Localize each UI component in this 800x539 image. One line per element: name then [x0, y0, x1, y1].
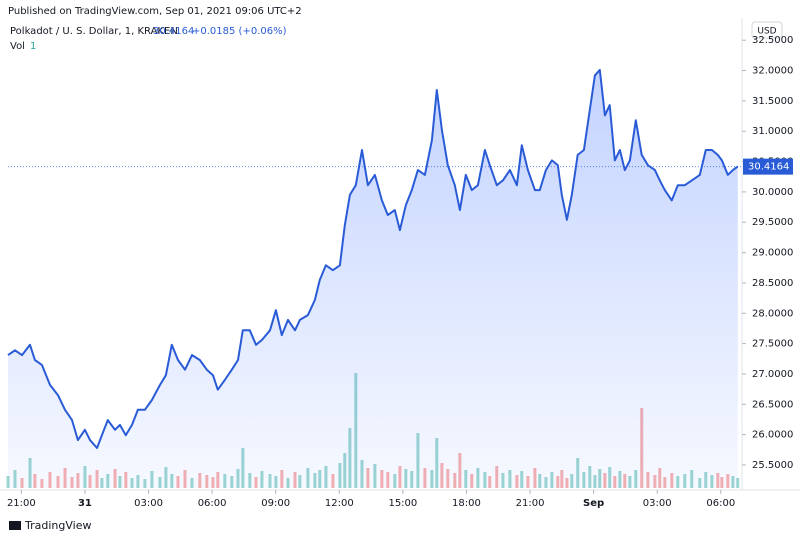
x-tick-label: Sep: [583, 498, 604, 509]
y-tick-label: 27.0000: [752, 369, 793, 380]
x-tick-label: 12:00: [325, 498, 354, 509]
y-tick-label: 25.5000: [752, 460, 793, 471]
price-line: [7, 68, 739, 449]
y-tick-label: 31.5000: [752, 96, 793, 107]
currency: USD: [757, 27, 776, 37]
price-area: [8, 69, 738, 489]
y-tick-label: 32.0000: [752, 66, 793, 77]
x-tick-label: 03:00: [134, 498, 163, 509]
last-price-tag-label: 30.4164: [748, 162, 789, 173]
y-tick-label: 26.0000: [752, 430, 793, 441]
x-tick-label: 06:00: [198, 498, 227, 509]
y-tick-label: 26.5000: [752, 399, 793, 410]
x-tick-label: 31: [78, 498, 92, 509]
x-tick-label: 15:00: [388, 498, 417, 509]
y-tick-label: 28.5000: [752, 278, 793, 289]
y-tick-label: 30.0000: [752, 187, 793, 198]
y-tick-label: 28.0000: [752, 308, 793, 319]
y-tick-label: 29.5000: [752, 217, 793, 228]
volume-label: Vol: [10, 41, 25, 52]
x-tick-label: 21:00: [7, 498, 36, 509]
y-tick-label: 29.0000: [752, 248, 793, 259]
last-price: 30.4164: [153, 26, 194, 37]
x-tick-label: 03:00: [643, 498, 672, 509]
x-tick-label: 21:00: [516, 498, 545, 509]
volume-setting: 1: [30, 41, 36, 52]
currency-box: [751, 21, 783, 39]
footer-brand: TradingView: [24, 519, 91, 532]
y-tick-label: 32.5000: [752, 35, 793, 46]
last-price-tag: [743, 158, 793, 175]
chart-title: Polkadot / U. S. Dollar, 1, KRAKEN: [10, 26, 178, 37]
plot-layer: [7, 68, 742, 489]
logo: [9, 521, 21, 530]
x-tick-label: 18:00: [452, 498, 481, 509]
background: [0, 18, 800, 491]
y-tick-label: 31.0000: [752, 126, 793, 137]
price-change: +0.0185 (+0.06%): [192, 26, 287, 37]
y-tick-label: 27.5000: [752, 339, 793, 350]
x-tick-label: 09:00: [261, 498, 290, 509]
x-tick-label: 06:00: [706, 498, 735, 509]
published-note: Published on TradingView.com, Sep 01, 20…: [8, 6, 302, 17]
logo-mark: [9, 521, 21, 530]
